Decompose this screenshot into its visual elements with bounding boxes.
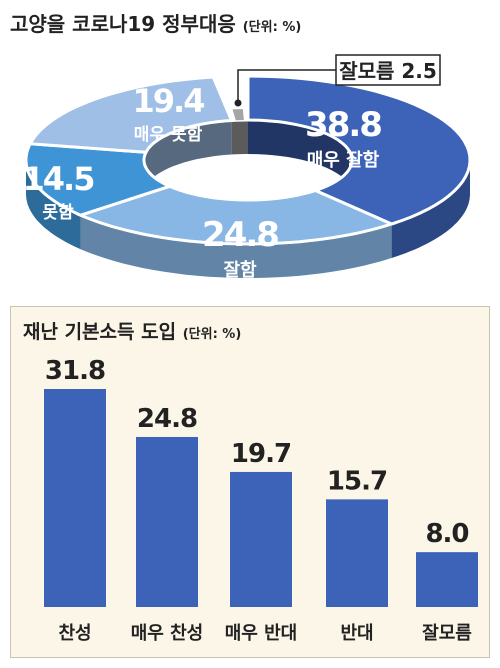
bar-2 bbox=[230, 471, 292, 607]
donut-top-faces bbox=[24, 74, 472, 246]
donut-label-0: 매우 잘함 bbox=[307, 149, 380, 171]
bar-value-0: 31.8 bbox=[45, 356, 105, 386]
callout-text: 잘모름 2.5 bbox=[339, 59, 437, 83]
bar-chart-title: 재난 기본소득 도입 (단위: %) bbox=[23, 321, 242, 343]
donut-value-2: 14.5 bbox=[23, 160, 95, 198]
donut-side-slice-1 bbox=[80, 215, 392, 278]
donut-hole-slice-3 bbox=[146, 120, 232, 187]
donut-hole-walls bbox=[144, 120, 352, 194]
donut-value-0: 38.8 bbox=[305, 105, 381, 145]
donut-side-slice-2 bbox=[26, 160, 81, 250]
bar-category-0: 찬성 bbox=[58, 623, 91, 644]
donut-label-3: 매우 못함 bbox=[134, 124, 203, 145]
bar-value-3: 15.7 bbox=[327, 466, 387, 496]
donut-value-3: 19.4 bbox=[133, 82, 205, 120]
donut-unit-note: (단위: %) bbox=[242, 20, 302, 35]
bar-4 bbox=[416, 552, 478, 607]
bar-value-2: 19.7 bbox=[231, 439, 291, 469]
bar-category-4: 잘모름 bbox=[422, 623, 472, 644]
bar-3 bbox=[326, 499, 388, 607]
bar-0 bbox=[44, 389, 106, 607]
bar-unit-note: (단위: %) bbox=[182, 327, 242, 342]
bar-value-4: 8.0 bbox=[425, 519, 468, 549]
bar-chart-panel: 재난 기본소득 도입 (단위: %) 31.8 찬성 24.8 매우 찬성 19.7 매우… bbox=[10, 306, 490, 658]
donut-chart: 38.8 매우 잘함 24.8 잘함 14.5 못함 19.4 매우 못함 잘모름 2.5 bbox=[23, 54, 472, 281]
bar-category-3: 반대 bbox=[340, 623, 373, 644]
donut-hole-slice-4 bbox=[231, 120, 248, 155]
callout-box bbox=[335, 54, 441, 86]
donut-callout: 잘모름 2.5 bbox=[234, 54, 441, 107]
donut-value-1: 24.8 bbox=[202, 215, 278, 255]
bar-chart: 31.8 찬성 24.8 매우 찬성 19.7 매우 반대 15.7 반대 8.0 잘모름 bbox=[44, 356, 478, 644]
donut-slice-4-inner bbox=[232, 109, 244, 121]
donut-labels: 38.8 매우 잘함 24.8 잘함 14.5 못함 19.4 매우 못함 bbox=[23, 82, 384, 281]
donut-label-2: 못함 bbox=[42, 202, 74, 223]
donut-chart-title: 고양을 코로나19 정부대응 (단위: %) bbox=[10, 12, 302, 36]
bar-category-1: 매우 찬성 bbox=[131, 623, 204, 644]
donut-label-1: 잘함 bbox=[223, 259, 257, 281]
bar-category-2: 매우 반대 bbox=[225, 623, 298, 644]
bar-value-1: 24.8 bbox=[137, 404, 197, 434]
bar-1 bbox=[136, 436, 198, 607]
donut-hole-slice-0 bbox=[248, 120, 352, 194]
